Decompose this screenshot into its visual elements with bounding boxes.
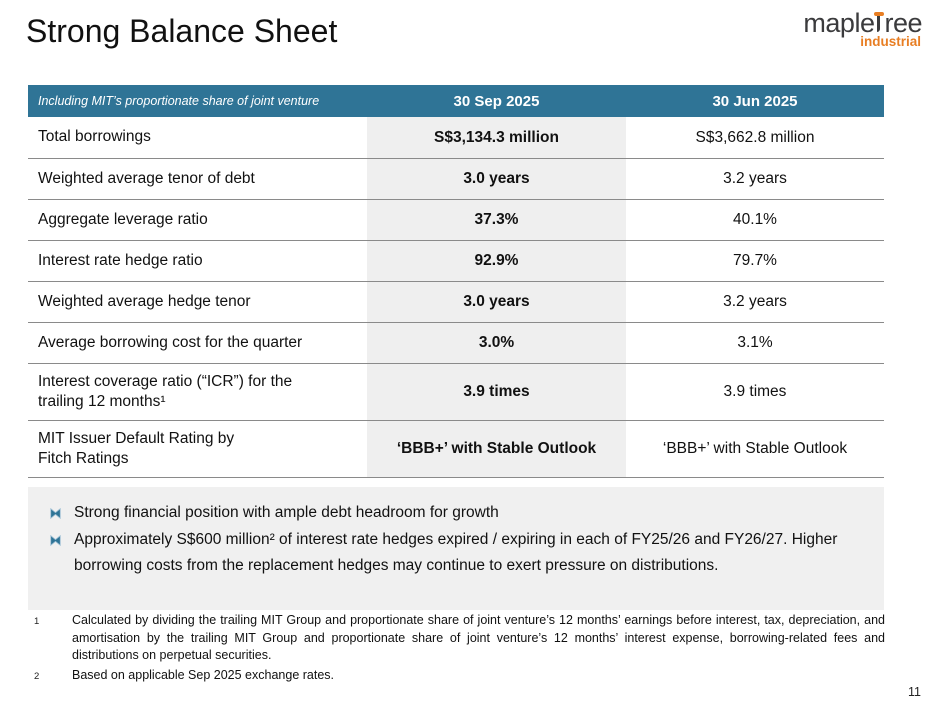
row-label: Total borrowings — [38, 128, 151, 146]
logo-tagline: industrial — [860, 34, 921, 49]
balance-sheet-table: Including MIT’s proportionate share of j… — [28, 85, 884, 478]
table-row: MIT Issuer Default Rating by Fitch Ratin… — [28, 421, 884, 478]
footnote-text: Based on applicable Sep 2025 exchange ra… — [72, 667, 334, 682]
mapletree-bullet-icon — [50, 508, 61, 519]
bullet-text: Approximately S$600 million² of interest… — [74, 531, 838, 574]
row-value-sep: ‘BBB+’ with Stable Outlook — [367, 421, 626, 477]
row-value-jun: 40.1% — [733, 211, 777, 228]
row-value-jun: ‘BBB+’ with Stable Outlook — [662, 440, 848, 457]
footnote-marker: 1 — [34, 616, 40, 627]
row-value-sep: 3.0 years — [367, 282, 626, 322]
page-title: Strong Balance Sheet — [26, 13, 338, 49]
highlights-box: Strong financial position with ample deb… — [28, 487, 884, 610]
logo-word-right: ree — [884, 8, 922, 38]
table-header-row: Including MIT’s proportionate share of j… — [28, 85, 884, 117]
row-label: MIT Issuer Default Rating by Fitch Ratin… — [38, 429, 235, 467]
table-row: Aggregate leverage ratio 37.3% 40.1% — [28, 200, 884, 241]
footnote: 2 Based on applicable Sep 2025 exchange … — [28, 667, 885, 685]
mapletree-bullet-icon — [50, 535, 61, 546]
footnote-text: Calculated by dividing the trailing MIT … — [72, 613, 885, 662]
page-number: 11 — [908, 685, 921, 699]
row-value-jun: 3.2 years — [723, 293, 787, 310]
row-label: Weighted average tenor of debt — [38, 169, 255, 187]
table-row: Weighted average hedge tenor 3.0 years 3… — [28, 282, 884, 323]
column-header-jun-2025: 30 Jun 2025 — [712, 92, 798, 110]
row-value-jun: S$3,662.8 million — [695, 128, 815, 146]
row-label: Aggregate leverage ratio — [38, 210, 208, 228]
logo-word-left: maple — [803, 8, 875, 38]
footnote-marker: 2 — [34, 670, 40, 682]
table-row: Weighted average tenor of debt 3.0 years… — [28, 159, 884, 200]
row-value-jun: 79.7% — [733, 252, 777, 269]
table-row: Interest rate hedge ratio 92.9% 79.7% — [28, 241, 884, 282]
logo-wordmark: maple ree — [803, 8, 922, 38]
row-value-jun: 3.9 times — [723, 383, 787, 400]
row-value-jun: 3.1% — [737, 334, 773, 351]
footnote: 1 Calculated by dividing the trailing MI… — [28, 612, 885, 665]
row-value-sep: S$3,134.3 million — [367, 117, 626, 158]
bullet-text: Strong financial position with ample deb… — [74, 504, 499, 521]
table-caption: Including MIT’s proportionate share of j… — [38, 94, 320, 108]
table-row: Total borrowings S$3,134.3 million S$3,6… — [28, 117, 884, 159]
row-label: Interest rate hedge ratio — [38, 251, 203, 269]
row-value-sep: 37.3% — [367, 200, 626, 240]
row-value-sep: 3.9 times — [367, 364, 626, 420]
row-label: Average borrowing cost for the quarter — [38, 333, 303, 351]
footnotes: 1 Calculated by dividing the trailing MI… — [28, 612, 885, 686]
bullet-item: Approximately S$600 million² of interest… — [42, 527, 870, 579]
row-value-jun: 3.2 years — [723, 170, 787, 187]
logo-t-icon — [874, 12, 885, 32]
table-row: Average borrowing cost for the quarter 3… — [28, 323, 884, 364]
row-value-sep: 3.0 years — [367, 159, 626, 199]
column-header-sep-2025: 30 Sep 2025 — [453, 92, 540, 110]
row-value-sep: 92.9% — [367, 241, 626, 281]
bullet-item: Strong financial position with ample deb… — [42, 500, 870, 526]
row-value-sep: 3.0% — [367, 323, 626, 363]
row-label: Interest coverage ratio (“ICR”) for the … — [38, 372, 293, 410]
row-label: Weighted average hedge tenor — [38, 292, 251, 310]
mapletree-logo: maple ree industrial — [803, 8, 922, 49]
table-row: Interest coverage ratio (“ICR”) for the … — [28, 364, 884, 421]
